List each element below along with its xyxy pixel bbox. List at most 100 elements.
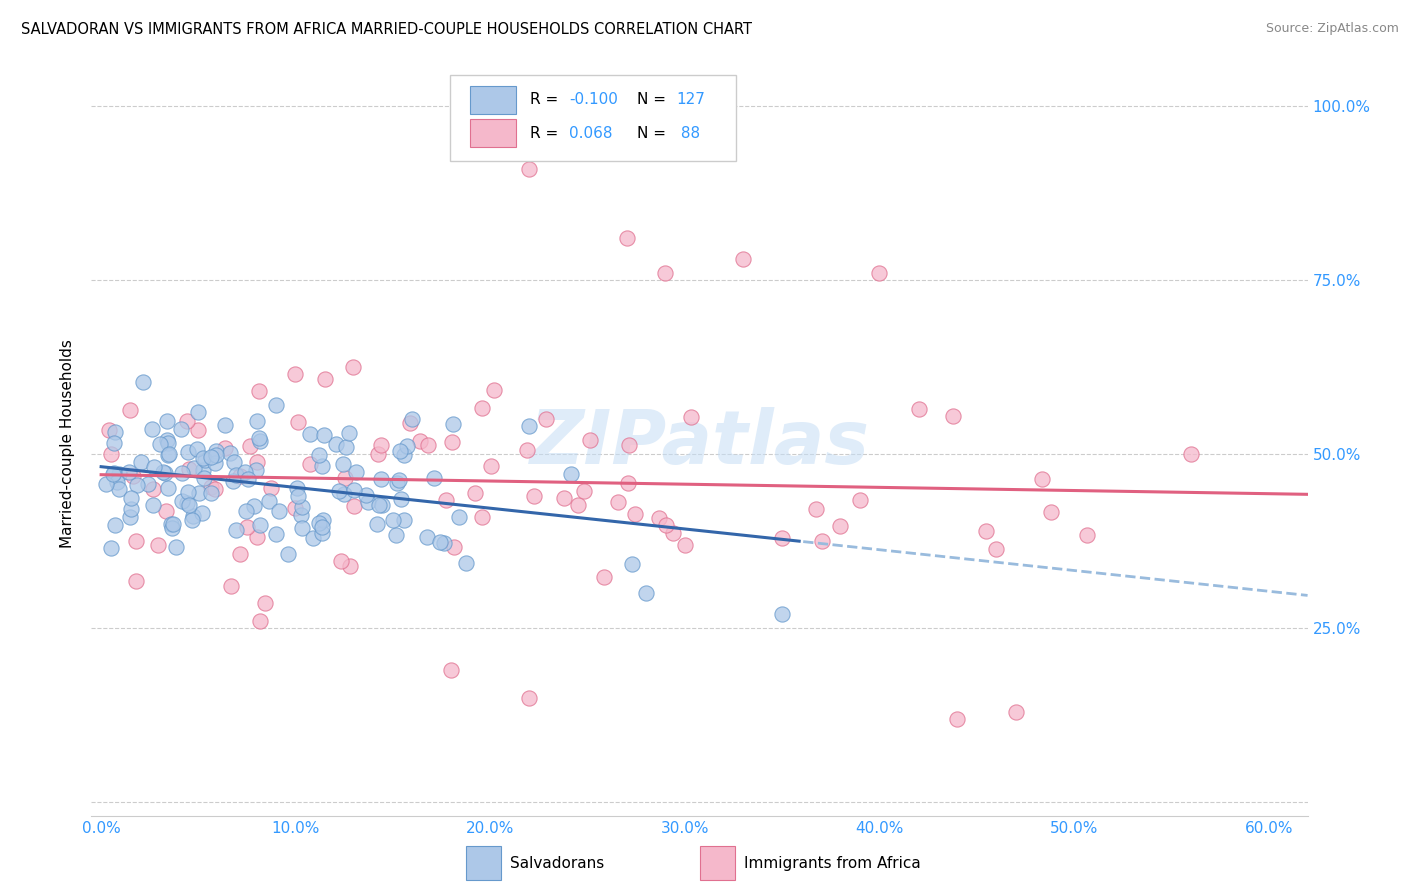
FancyBboxPatch shape	[470, 119, 516, 147]
Point	[394, 449, 416, 463]
Point	[440, 663, 463, 677]
Point	[162, 517, 184, 532]
Point	[214, 418, 236, 433]
Point	[984, 541, 1007, 556]
Point	[395, 439, 418, 453]
Point	[264, 399, 287, 413]
Point	[572, 484, 595, 499]
Point	[517, 161, 540, 176]
Point	[433, 536, 456, 550]
Point	[132, 376, 155, 390]
Point	[811, 533, 834, 548]
Point	[381, 513, 404, 527]
Point	[225, 468, 247, 483]
Point	[118, 403, 141, 417]
Point	[191, 506, 214, 520]
Point	[401, 412, 423, 426]
Point	[942, 409, 965, 424]
Point	[673, 538, 696, 552]
Point	[122, 468, 145, 483]
Point	[247, 432, 270, 446]
Point	[287, 489, 309, 503]
Point	[287, 415, 309, 429]
Point	[308, 449, 330, 463]
Point	[131, 455, 153, 469]
Bar	[700, 846, 735, 880]
Point	[648, 510, 671, 524]
Point	[157, 435, 180, 450]
Point	[399, 416, 422, 430]
Point	[103, 467, 125, 481]
Point	[534, 411, 557, 425]
Point	[441, 417, 464, 432]
Bar	[467, 846, 501, 880]
Point	[440, 434, 463, 449]
Point	[108, 467, 131, 481]
Point	[152, 466, 174, 480]
Point	[578, 433, 600, 447]
Point	[679, 410, 702, 425]
Point	[204, 457, 226, 471]
Point	[172, 494, 194, 508]
Point	[523, 489, 546, 503]
Point	[179, 462, 201, 476]
Point	[770, 531, 793, 545]
Point	[946, 712, 969, 726]
Point	[200, 450, 222, 464]
Point	[170, 466, 193, 480]
Point	[332, 457, 354, 471]
Point	[290, 508, 312, 522]
Point	[228, 547, 250, 561]
Point	[312, 428, 335, 442]
Point	[245, 463, 267, 477]
Point	[616, 231, 638, 245]
Point	[214, 441, 236, 455]
Point	[429, 534, 451, 549]
Point	[620, 558, 643, 572]
Point	[368, 498, 391, 512]
Point	[120, 510, 142, 524]
Point	[103, 466, 125, 480]
FancyBboxPatch shape	[470, 86, 516, 114]
Point	[356, 495, 378, 509]
Point	[246, 414, 269, 428]
Point	[103, 435, 125, 450]
Point	[254, 596, 277, 610]
Point	[314, 371, 336, 385]
Point	[298, 426, 321, 441]
Point	[443, 540, 465, 554]
Point	[342, 483, 364, 497]
Point	[118, 465, 141, 479]
Point	[366, 516, 388, 531]
Point	[328, 484, 350, 499]
Point	[654, 266, 676, 280]
Point	[830, 519, 852, 533]
Point	[222, 474, 245, 488]
Point	[339, 558, 361, 573]
Point	[142, 499, 165, 513]
Point	[165, 540, 187, 554]
Point	[249, 614, 271, 628]
Point	[246, 455, 269, 469]
Point	[224, 455, 246, 469]
FancyBboxPatch shape	[450, 75, 735, 161]
Point	[387, 475, 409, 490]
Point	[325, 436, 347, 450]
Point	[388, 473, 411, 487]
Point	[148, 538, 170, 552]
Point	[142, 482, 165, 496]
Point	[517, 419, 540, 434]
Point	[205, 444, 228, 458]
Point	[606, 495, 628, 509]
Point	[285, 481, 308, 495]
Text: 88: 88	[676, 126, 700, 141]
Point	[308, 516, 330, 530]
Point	[176, 496, 198, 510]
Point	[311, 520, 333, 534]
Point	[849, 493, 872, 508]
Point	[120, 502, 142, 516]
Point	[200, 486, 222, 500]
Point	[200, 480, 222, 494]
Text: Salvadorans: Salvadorans	[510, 855, 605, 871]
Point	[183, 461, 205, 475]
